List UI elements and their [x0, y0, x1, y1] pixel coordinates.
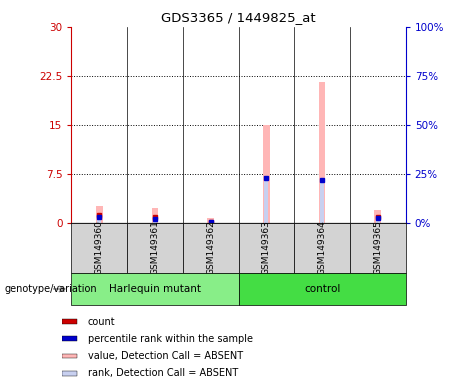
Bar	[152, 208, 159, 223]
Bar	[97, 215, 101, 223]
Bar	[153, 217, 157, 223]
Text: GSM149365: GSM149365	[373, 220, 382, 275]
Bar	[320, 178, 324, 223]
Text: GSM149362: GSM149362	[206, 220, 215, 275]
Text: GSM149363: GSM149363	[262, 220, 271, 275]
Bar	[62, 319, 77, 324]
Bar	[183, 223, 238, 273]
Bar	[127, 223, 183, 273]
Bar	[209, 222, 213, 223]
Title: GDS3365 / 1449825_at: GDS3365 / 1449825_at	[161, 11, 316, 24]
Text: percentile rank within the sample: percentile rank within the sample	[88, 334, 253, 344]
Bar	[62, 354, 77, 359]
Text: count: count	[88, 317, 116, 327]
Text: GSM149364: GSM149364	[318, 220, 327, 275]
Bar	[62, 336, 77, 341]
Bar	[319, 83, 325, 223]
Bar	[294, 223, 350, 273]
Bar	[350, 223, 406, 273]
Bar	[62, 371, 77, 376]
Bar	[71, 273, 239, 305]
Bar	[238, 273, 406, 305]
Text: rank, Detection Call = ABSENT: rank, Detection Call = ABSENT	[88, 368, 238, 378]
Bar	[96, 207, 103, 223]
Bar	[374, 210, 381, 223]
Bar	[263, 125, 270, 223]
Text: GSM149361: GSM149361	[150, 220, 160, 275]
Bar	[71, 223, 127, 273]
Text: value, Detection Call = ABSENT: value, Detection Call = ABSENT	[88, 351, 243, 361]
Bar	[376, 217, 380, 223]
Bar	[207, 218, 214, 223]
Text: GSM149360: GSM149360	[95, 220, 104, 275]
Text: Harlequin mutant: Harlequin mutant	[109, 284, 201, 294]
Bar	[265, 180, 268, 223]
Text: control: control	[304, 284, 340, 294]
Text: genotype/variation: genotype/variation	[5, 284, 97, 294]
Bar	[238, 223, 294, 273]
